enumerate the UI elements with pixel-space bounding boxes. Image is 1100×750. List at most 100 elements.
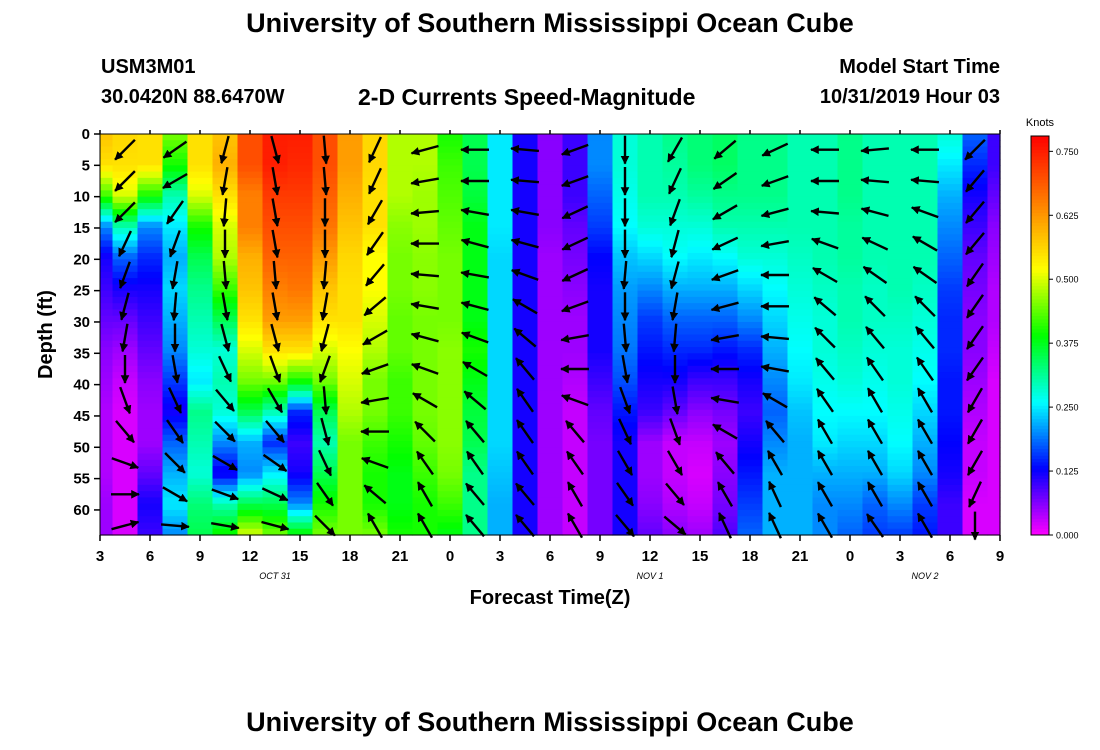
- current-arrow: [560, 300, 589, 313]
- current-arrow: [416, 512, 434, 539]
- heatmap-cell: [162, 434, 189, 442]
- heatmap-cell: [937, 365, 964, 373]
- current-arrow: [366, 512, 384, 539]
- heatmap-cell: [587, 290, 614, 298]
- heatmap-cell: [162, 528, 189, 536]
- heatmap-cell: [187, 196, 214, 204]
- current-arrow: [166, 200, 184, 225]
- heatmap-cell: [512, 171, 539, 179]
- heatmap-cell: [337, 397, 364, 405]
- heatmap-cell: [812, 516, 839, 524]
- heatmap-cell: [787, 353, 814, 361]
- heatmap-cell: [587, 372, 614, 379]
- current-arrow: [366, 231, 384, 256]
- heatmap-cell: [637, 271, 664, 279]
- heatmap-cell: [637, 415, 664, 423]
- heatmap-cell: [462, 528, 489, 536]
- heatmap-cell: [412, 466, 439, 473]
- heatmap-cell: [987, 384, 1001, 392]
- colorbar-band: [1031, 345, 1049, 350]
- heatmap-cell: [887, 340, 914, 348]
- heatmap-cell: [787, 415, 814, 423]
- current-arrow: [365, 263, 385, 287]
- heatmap-cell: [162, 134, 189, 141]
- heatmap-cell: [837, 403, 864, 411]
- y-tick-label: 50: [73, 439, 90, 456]
- colorbar-band: [1031, 398, 1049, 403]
- heatmap-cell: [187, 397, 214, 405]
- heatmap-cell: [912, 484, 939, 492]
- heatmap-cell: [737, 365, 764, 373]
- heatmap-cell: [137, 215, 164, 223]
- heatmap-cell: [162, 359, 189, 367]
- heatmap-cell: [587, 509, 614, 517]
- heatmap-cell: [887, 265, 914, 273]
- heatmap-cell: [737, 509, 764, 517]
- heatmap-cell: [812, 159, 839, 166]
- heatmap-cell: [487, 265, 514, 273]
- heatmap-cell: [337, 146, 364, 154]
- heatmap-cell: [962, 347, 989, 354]
- heatmap-cell: [612, 478, 639, 486]
- heatmap-cell: [962, 497, 989, 505]
- heatmap-cell: [837, 171, 864, 179]
- heatmap-cell: [187, 340, 214, 348]
- heatmap-cell: [387, 390, 414, 398]
- heatmap-cell: [712, 516, 739, 524]
- heatmap-cell: [187, 265, 214, 273]
- heatmap-cell: [362, 321, 389, 329]
- heatmap-cell: [487, 290, 514, 298]
- heatmap-cell: [237, 441, 264, 448]
- heatmap-cell: [562, 221, 589, 229]
- current-arrow: [760, 207, 789, 219]
- colorbar-band: [1031, 195, 1049, 200]
- heatmap-cell: [937, 227, 964, 235]
- heatmap-cell: [412, 441, 439, 448]
- heatmap-cell: [112, 202, 139, 210]
- heatmap-cell: [562, 259, 589, 267]
- heatmap-cell: [762, 152, 789, 160]
- heatmap-cell: [187, 522, 214, 530]
- current-arrow: [768, 512, 782, 539]
- heatmap-cell: [762, 390, 789, 398]
- heatmap-cell: [100, 271, 114, 279]
- heatmap-cell: [262, 466, 289, 473]
- heatmap-cell: [737, 315, 764, 323]
- heatmap-cell: [462, 290, 489, 298]
- heatmap-cell: [937, 315, 964, 323]
- heatmap-cell: [387, 202, 414, 210]
- heatmap-cell: [562, 340, 589, 348]
- heatmap-cell: [137, 271, 164, 279]
- heatmap-cell: [662, 159, 689, 166]
- heatmap-cell: [637, 184, 664, 191]
- heatmap-cell: [912, 296, 939, 304]
- heatmap-cell: [787, 152, 814, 160]
- y-tick-label: 25: [73, 283, 90, 300]
- heatmap-cell: [837, 384, 864, 392]
- heatmap-cell: [787, 134, 814, 141]
- heatmap-cell: [137, 290, 164, 298]
- heatmap-cell: [637, 353, 664, 361]
- current-arrow: [510, 144, 540, 154]
- heatmap-cell: [137, 246, 164, 254]
- heatmap-cell: [487, 202, 514, 210]
- heatmap-cell: [612, 509, 639, 517]
- colorbar-band: [1031, 192, 1049, 197]
- heatmap-cell: [637, 441, 664, 448]
- heatmap-cell: [162, 516, 189, 524]
- current-arrow: [865, 326, 885, 350]
- heatmap-cell: [662, 415, 689, 423]
- heatmap-cell: [437, 309, 464, 317]
- heatmap-cell: [237, 140, 264, 148]
- heatmap-cell: [787, 453, 814, 461]
- current-arrow: [621, 354, 631, 384]
- x-tick-label: 6: [546, 548, 554, 565]
- heatmap-cell: [912, 328, 939, 336]
- heatmap-cell: [987, 215, 1001, 223]
- heatmap-cell: [587, 347, 614, 354]
- current-arrow: [966, 387, 984, 414]
- heatmap-cell: [937, 359, 964, 367]
- heatmap-cell: [787, 384, 814, 392]
- heatmap-cell: [237, 497, 264, 505]
- current-arrow: [465, 514, 485, 538]
